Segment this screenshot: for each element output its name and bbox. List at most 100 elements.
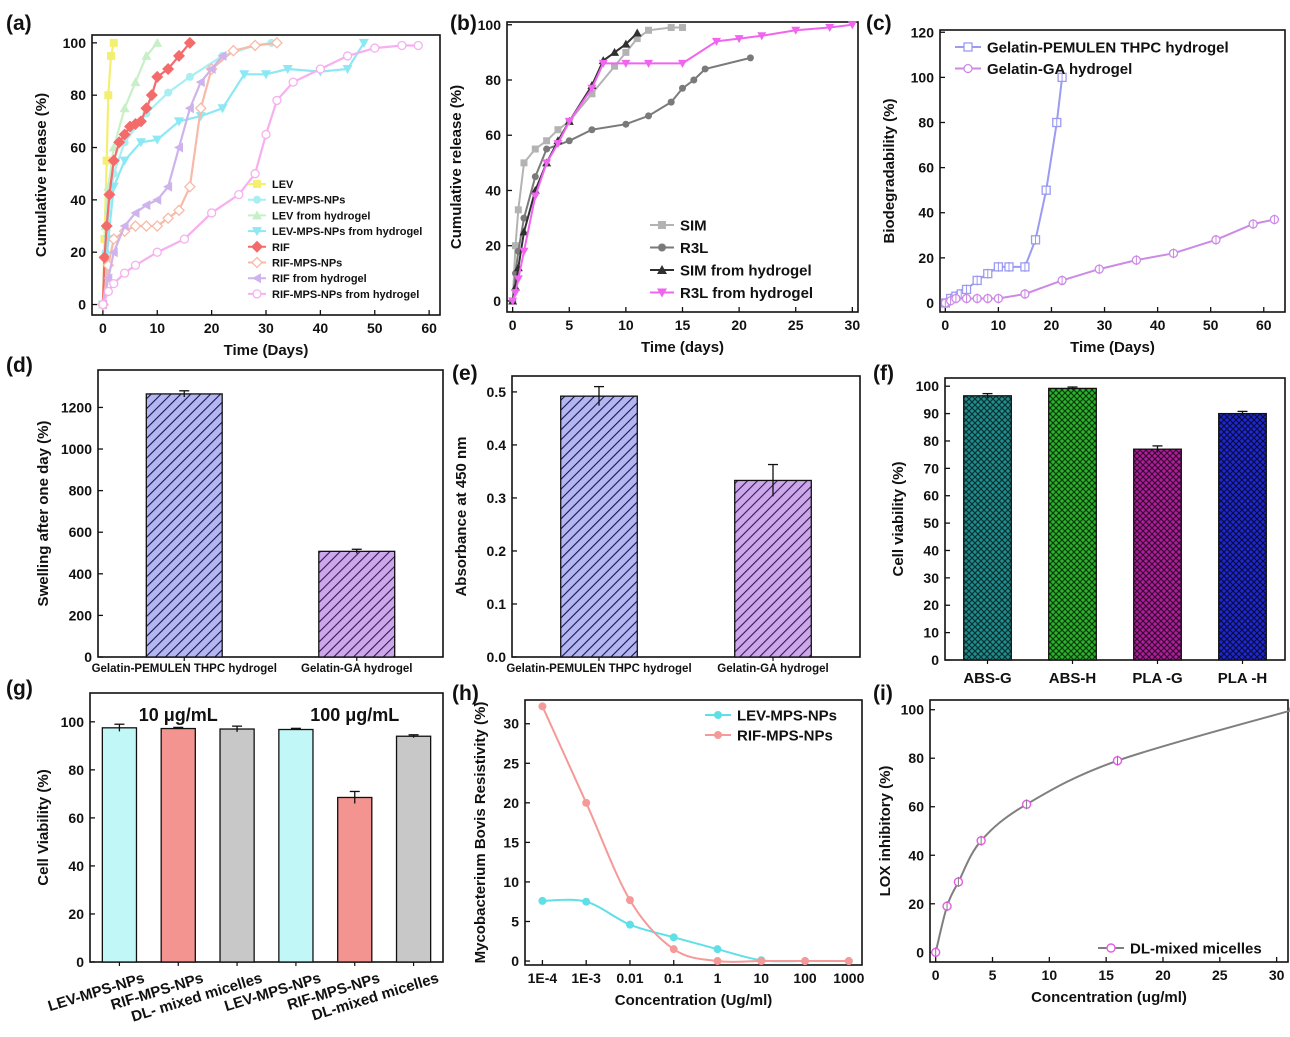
y-tick-label: 0 [76,954,84,970]
x-category-label: Gelatin-PEMULEN THPC hydrogel [506,663,691,675]
group-label: 100 μg/mL [310,705,399,725]
legend-marker [252,258,262,268]
x-tick-label: 10 [753,970,769,986]
legend-marker [658,221,666,229]
legend-marker [253,290,261,298]
x-tick-label: 1000 [833,970,864,986]
y-tick-label: 0 [493,293,501,309]
x-tick-label: 1E-4 [528,970,558,986]
y-tick-label: 100 [911,69,935,85]
y-tick-label: 100 [916,378,940,394]
data-point [141,221,151,231]
x-category-label: Gelatin-GA hydrogel [301,663,412,675]
x-tick-label: 60 [421,320,437,336]
data-point [702,65,709,72]
data-point [668,24,675,31]
y-tick-label: 60 [918,160,934,176]
series-line [103,43,272,305]
legend-marker [964,43,972,51]
y-axis-label: Absorbance at 450 nm [453,436,470,596]
data-point [146,89,158,101]
series-5 [97,37,196,311]
y-tick-label: 120 [911,24,935,40]
data-point [582,898,590,906]
x-category-label: ABS-G [963,670,1011,687]
data-point [104,287,112,295]
data-point [289,78,297,86]
y-tick-label: 60 [908,799,924,815]
x-category-label: PLA -G [1132,670,1182,687]
series-line [103,46,418,305]
y-tick-label: 0.3 [487,490,507,506]
x-tick-label: 10 [618,317,634,333]
data-point [622,121,629,128]
x-axis-label: Concentration (Ug/ml) [615,992,773,1009]
x-tick-label: 40 [313,320,329,336]
data-point [153,248,161,256]
plot-frame [930,700,1288,962]
y-tick-label: 0.5 [487,384,507,400]
data-point [131,221,141,231]
y-tick-label: 40 [68,858,84,874]
data-point [670,933,678,941]
x-tick-label: 25 [1212,967,1228,983]
bar [319,551,395,657]
x-category-label: Gelatin-GA hydrogel [717,663,828,675]
y-tick-label: 80 [923,433,939,449]
bar [220,729,254,962]
series-1 [941,72,1066,308]
y-tick-label: 40 [918,205,934,221]
data-point [520,159,527,166]
y-tick-label: 100 [901,702,925,718]
legend-label: RIF from hydrogel [272,273,367,285]
data-point [515,206,522,213]
y-tick-label: 50 [923,515,939,531]
data-point [645,27,652,34]
data-point [538,897,546,905]
y-tick-label: 0.4 [487,437,507,453]
x-tick-label: 1 [714,970,722,986]
y-tick-label: 60 [68,810,84,826]
data-point [272,38,282,48]
panel-letter: (b) [450,12,477,35]
data-point [801,957,809,965]
data-point [714,957,722,965]
x-category-label: Gelatin-PEMULEN THPC hydrogel [92,663,277,675]
legend-label: R3L from hydrogel [680,285,813,302]
bar [735,480,812,657]
y-tick-label: 10 [923,625,939,641]
data-point [757,957,765,965]
legend-marker [714,711,722,719]
data-point [110,280,118,288]
y-tick-label: 0.2 [487,543,507,559]
y-tick-label: 30 [503,716,519,732]
data-point [679,85,686,92]
x-tick-label: 10 [991,317,1007,333]
x-tick-label: 30 [845,317,861,333]
legend-label: SIM from hydrogel [680,262,812,279]
y-tick-label: 0 [511,953,519,969]
legend: DL-mixed micelles [1098,940,1262,957]
y-tick-label: 400 [69,566,93,582]
y-tick-label: 0 [78,297,86,313]
legend-marker [253,180,261,188]
legend: Gelatin-PEMULEN THPC hydrogelGelatin-GA … [955,39,1229,78]
data-point [121,269,129,277]
data-point [107,52,115,60]
series-8 [99,41,422,308]
y-tick-label: 20 [70,244,86,260]
data-point [633,29,642,37]
series-2 [99,39,276,309]
panel-letter: (i) [873,682,893,705]
x-tick-label: 100 [793,970,817,986]
x-axis-label: Time (Days) [224,342,309,359]
data-point [344,52,352,60]
data-point [140,102,152,114]
